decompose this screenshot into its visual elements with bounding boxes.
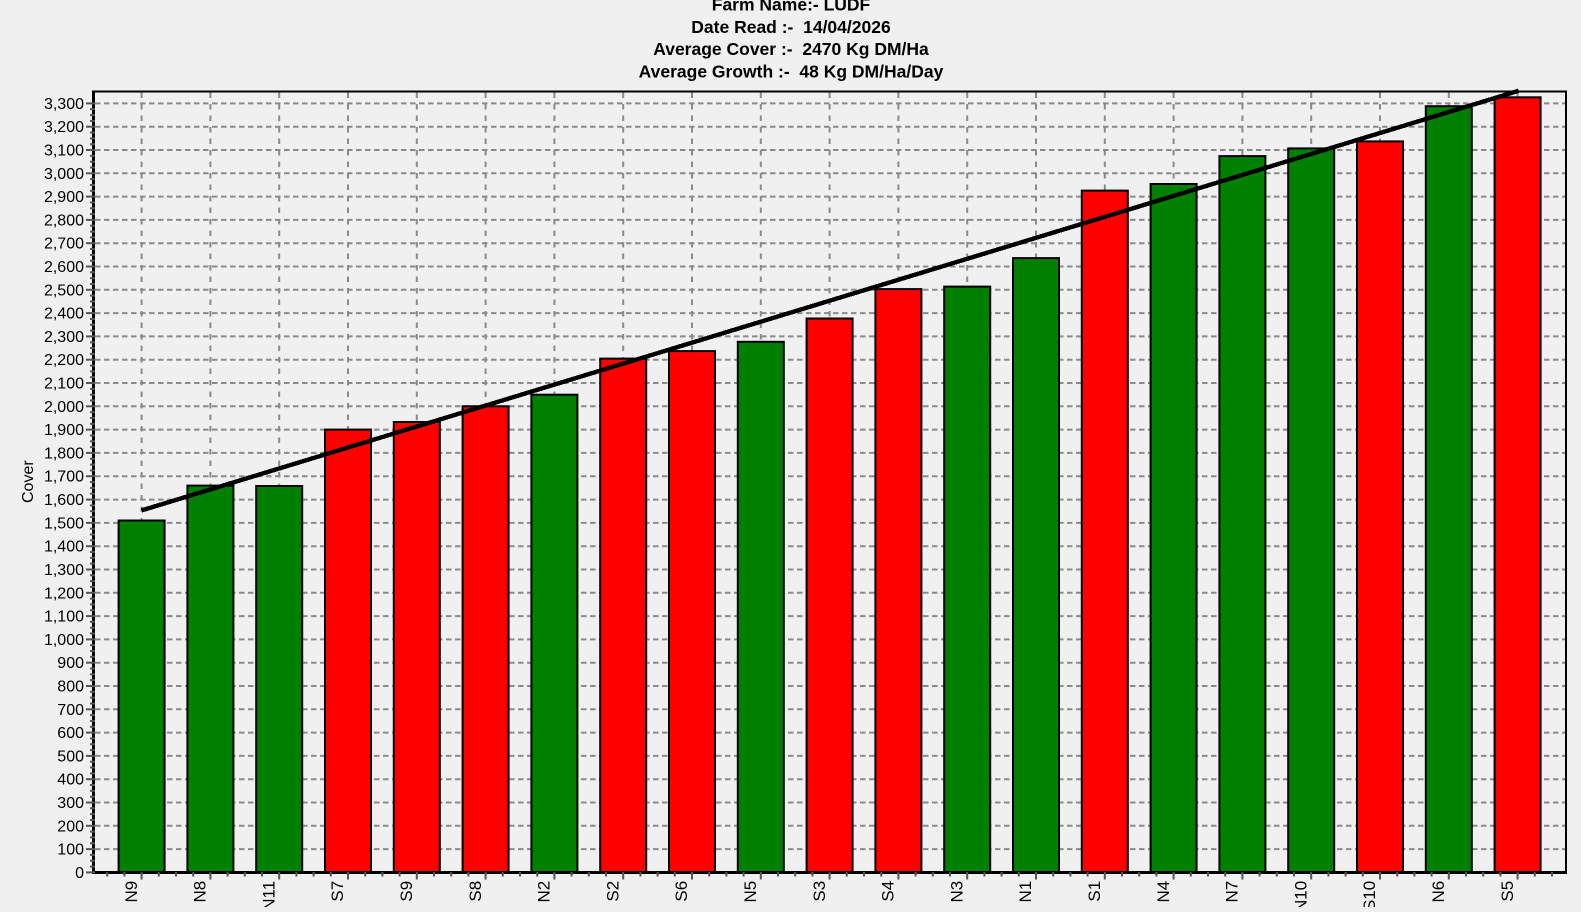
svg-text:N10: N10: [1291, 881, 1310, 907]
svg-text:2,200: 2,200: [44, 352, 84, 369]
svg-text:3,200: 3,200: [44, 119, 84, 136]
svg-text:Average Growth :- 48 Kg DM/Ha: Average Growth :- 48 Kg DM/Ha/Day: [639, 62, 944, 82]
svg-text:2,600: 2,600: [44, 259, 84, 276]
svg-text:2,100: 2,100: [44, 376, 84, 393]
svg-text:0: 0: [75, 865, 84, 882]
svg-text:1,300: 1,300: [44, 562, 84, 579]
svg-text:3,100: 3,100: [44, 143, 84, 160]
svg-text:2,300: 2,300: [44, 329, 84, 346]
svg-text:2,500: 2,500: [44, 282, 84, 299]
svg-text:S9: S9: [397, 881, 416, 902]
svg-text:S10: S10: [1360, 881, 1379, 907]
svg-text:700: 700: [57, 702, 84, 719]
svg-text:N5: N5: [741, 881, 760, 903]
svg-text:S2: S2: [603, 881, 622, 902]
svg-text:1,600: 1,600: [44, 492, 84, 509]
svg-text:2,900: 2,900: [44, 189, 84, 206]
svg-text:N6: N6: [1429, 881, 1448, 903]
svg-text:S8: S8: [466, 881, 485, 902]
svg-text:N9: N9: [122, 881, 141, 903]
svg-text:Farm Name:- LUDF: Farm Name:- LUDF: [712, 0, 871, 15]
svg-text:1,900: 1,900: [44, 422, 84, 439]
svg-text:3,300: 3,300: [44, 96, 84, 113]
svg-text:1,500: 1,500: [44, 515, 84, 532]
svg-text:200: 200: [57, 818, 84, 835]
svg-text:1,000: 1,000: [44, 632, 84, 649]
svg-text:2,700: 2,700: [44, 236, 84, 253]
svg-text:1,800: 1,800: [44, 445, 84, 462]
svg-text:400: 400: [57, 772, 84, 789]
svg-text:1,200: 1,200: [44, 585, 84, 602]
svg-text:N11: N11: [259, 881, 278, 907]
svg-text:500: 500: [57, 748, 84, 765]
svg-text:2,400: 2,400: [44, 306, 84, 323]
svg-text:N4: N4: [1154, 881, 1173, 903]
svg-text:N8: N8: [191, 881, 210, 903]
svg-text:900: 900: [57, 655, 84, 672]
svg-text:Average Cover :- 2470 Kg DM/H: Average Cover :- 2470 Kg DM/Ha: [653, 39, 929, 59]
svg-text:1,400: 1,400: [44, 539, 84, 556]
svg-text:1,100: 1,100: [44, 609, 84, 626]
svg-text:N3: N3: [947, 881, 966, 903]
svg-text:Cover: Cover: [20, 460, 37, 503]
svg-text:300: 300: [57, 795, 84, 812]
svg-text:100: 100: [57, 842, 84, 859]
svg-text:1,700: 1,700: [44, 469, 84, 486]
svg-text:S3: S3: [810, 881, 829, 902]
svg-text:S5: S5: [1498, 881, 1517, 902]
svg-text:S1: S1: [1085, 881, 1104, 902]
svg-text:2,800: 2,800: [44, 212, 84, 229]
svg-text:800: 800: [57, 679, 84, 696]
svg-text:600: 600: [57, 725, 84, 742]
svg-text:Date Read :- 14/04/2026: Date Read :- 14/04/2026: [691, 17, 891, 37]
svg-text:S6: S6: [672, 881, 691, 902]
svg-text:S7: S7: [328, 881, 347, 902]
svg-text:N1: N1: [1016, 881, 1035, 903]
svg-text:N2: N2: [535, 881, 554, 903]
svg-text:N7: N7: [1223, 881, 1242, 903]
svg-text:2,000: 2,000: [44, 399, 84, 416]
svg-text:3,000: 3,000: [44, 166, 84, 183]
svg-text:S4: S4: [879, 881, 898, 902]
